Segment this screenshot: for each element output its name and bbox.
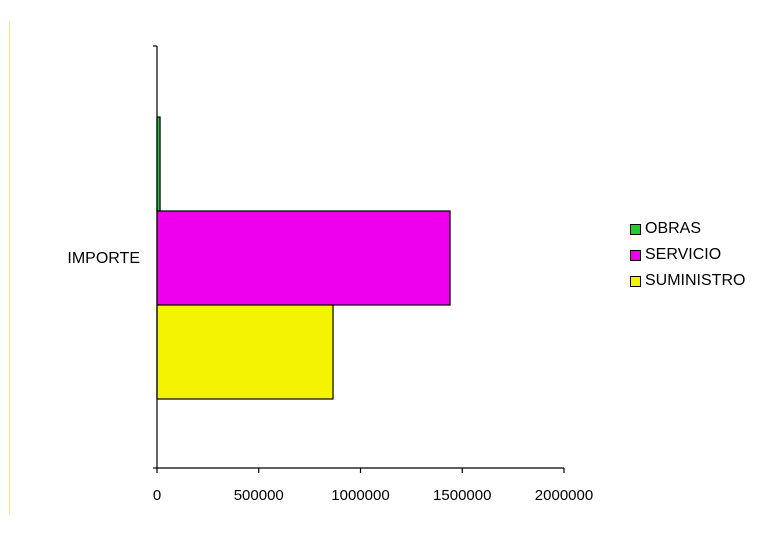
legend: OBRAS SERVICIO SUMINISTRO: [630, 216, 745, 294]
legend-item-obras: OBRAS: [630, 216, 745, 242]
bars-group: [156, 116, 451, 400]
legend-label: SERVICIO: [645, 246, 722, 263]
legend-item-servicio: SERVICIO: [630, 242, 745, 268]
bar-suministro: [156, 304, 334, 400]
x-tick-label: 1000000: [331, 487, 389, 504]
left-border-line: [9, 22, 10, 514]
legend-swatch: [630, 275, 641, 287]
axes-group: [153, 45, 565, 473]
x-tick-label: 2000000: [535, 487, 593, 504]
bar-servicio: [156, 210, 451, 306]
x-tick-label: 500000: [234, 487, 284, 504]
legend-label: OBRAS: [645, 220, 702, 237]
axis-labels-group: 0 500000 1000000 1500000 2000000 IMPORTE: [67, 250, 593, 504]
x-tick-label: 0: [153, 487, 161, 504]
x-tick-label: 1500000: [433, 487, 491, 504]
category-label: IMPORTE: [67, 250, 140, 267]
legend-swatch: [630, 249, 641, 261]
legend-swatch: [630, 223, 641, 235]
legend-item-suministro: SUMINISTRO: [630, 268, 745, 294]
legend-label: SUMINISTRO: [645, 272, 746, 289]
